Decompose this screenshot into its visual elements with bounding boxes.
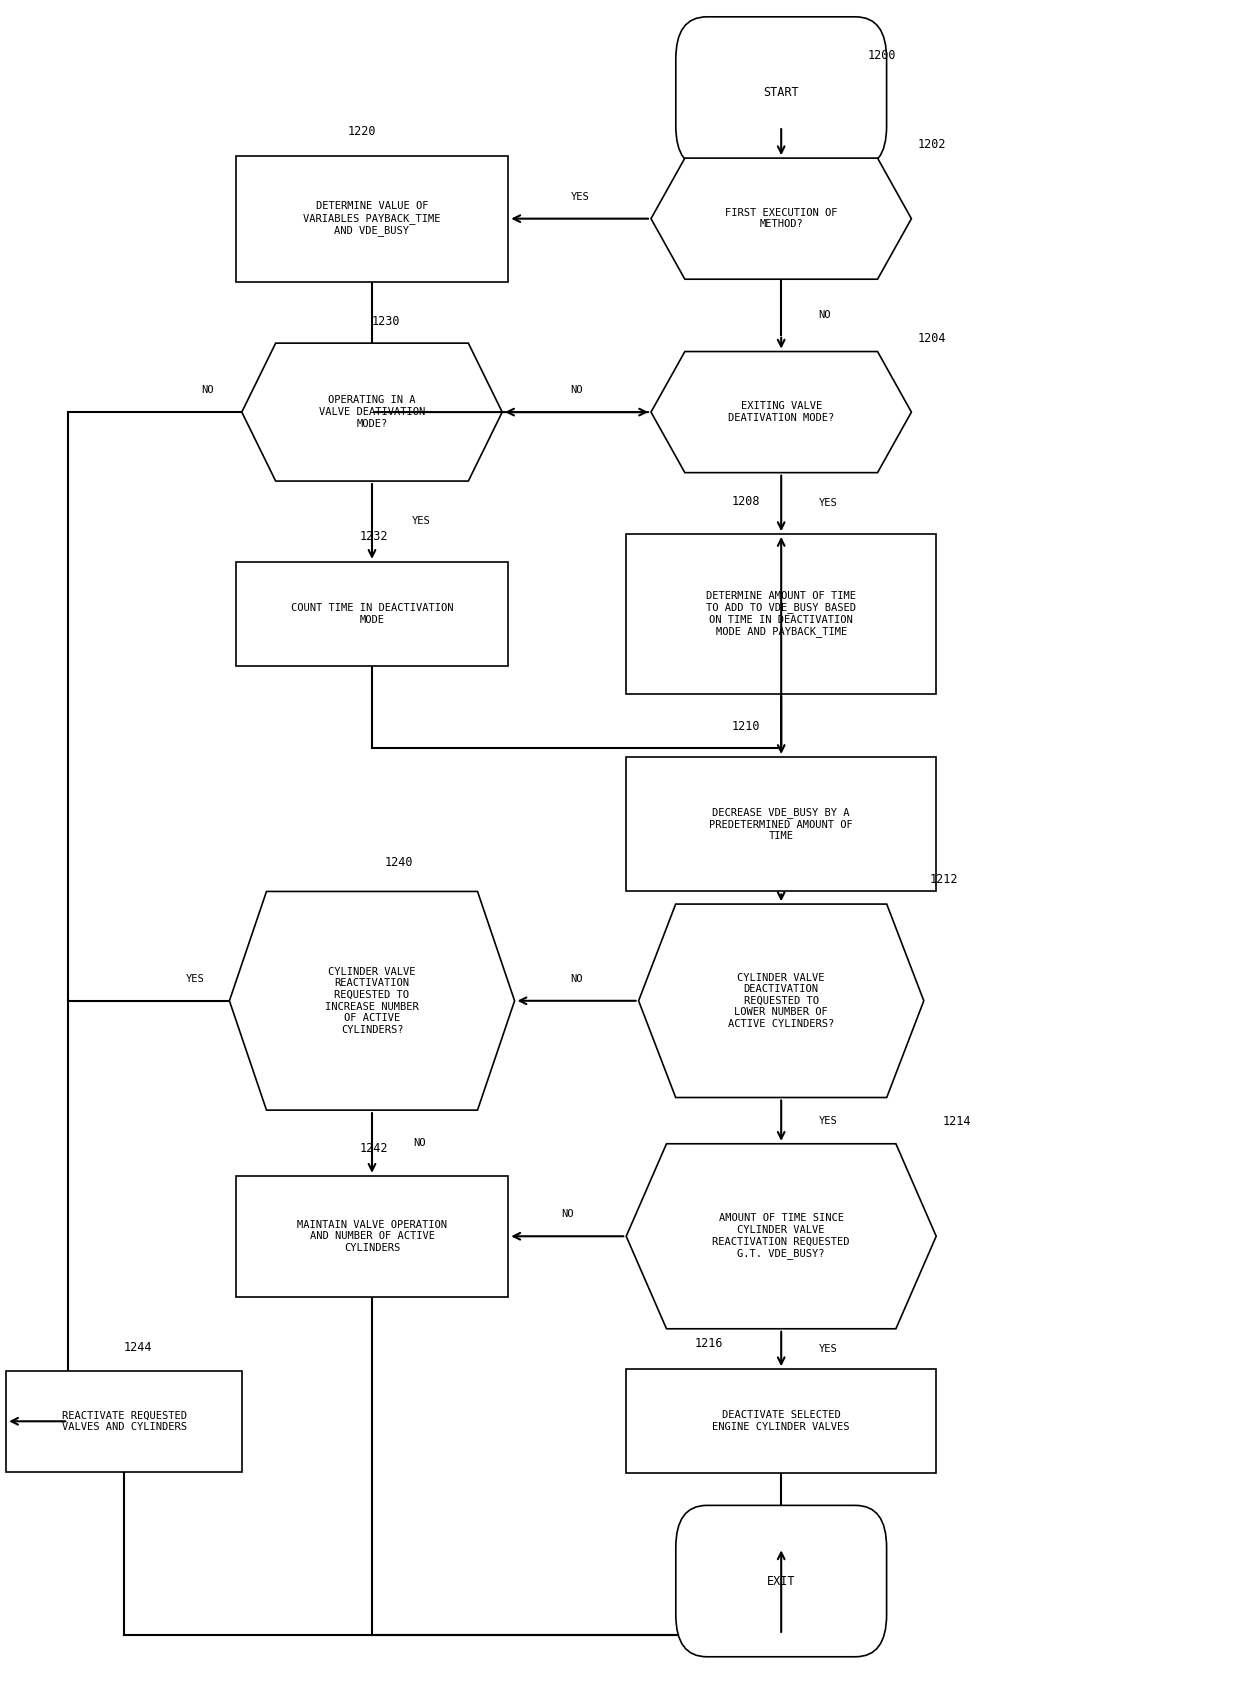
Text: YES: YES <box>818 1115 838 1125</box>
Text: START: START <box>764 86 799 99</box>
Text: 1200: 1200 <box>868 49 897 62</box>
Text: NO: NO <box>570 385 583 395</box>
Text: YES: YES <box>818 1344 838 1354</box>
Polygon shape <box>639 905 924 1098</box>
Text: 1202: 1202 <box>918 138 946 151</box>
FancyBboxPatch shape <box>676 1505 887 1657</box>
Text: COUNT TIME IN DEACTIVATION
MODE: COUNT TIME IN DEACTIVATION MODE <box>290 604 454 624</box>
Text: NO: NO <box>818 311 831 320</box>
FancyBboxPatch shape <box>236 156 508 281</box>
Polygon shape <box>651 158 911 279</box>
FancyBboxPatch shape <box>6 1371 242 1472</box>
FancyBboxPatch shape <box>676 17 887 168</box>
Text: 1208: 1208 <box>732 495 760 508</box>
Text: AMOUNT OF TIME SINCE
CYLINDER VALVE
REACTIVATION REQUESTED
G.T. VDE_BUSY?: AMOUNT OF TIME SINCE CYLINDER VALVE REAC… <box>713 1213 849 1260</box>
Text: 1214: 1214 <box>942 1115 971 1129</box>
Text: 1244: 1244 <box>124 1341 153 1354</box>
Text: NO: NO <box>570 974 583 984</box>
Text: EXITING VALVE
DEATIVATION MODE?: EXITING VALVE DEATIVATION MODE? <box>728 402 835 422</box>
Text: DEACTIVATE SELECTED
ENGINE CYLINDER VALVES: DEACTIVATE SELECTED ENGINE CYLINDER VALV… <box>713 1411 849 1431</box>
Text: FIRST EXECUTION OF
METHOD?: FIRST EXECUTION OF METHOD? <box>725 209 837 229</box>
Text: EXIT: EXIT <box>768 1574 795 1588</box>
Text: DETERMINE VALUE OF
VARIABLES PAYBACK_TIME
AND VDE_BUSY: DETERMINE VALUE OF VARIABLES PAYBACK_TIM… <box>304 202 440 235</box>
Text: NO: NO <box>413 1139 425 1147</box>
Text: 1242: 1242 <box>360 1142 388 1156</box>
Text: MAINTAIN VALVE OPERATION
AND NUMBER OF ACTIVE
CYLINDERS: MAINTAIN VALVE OPERATION AND NUMBER OF A… <box>298 1219 446 1253</box>
FancyBboxPatch shape <box>236 1176 508 1297</box>
Polygon shape <box>651 352 911 473</box>
Text: 1240: 1240 <box>384 856 413 870</box>
Text: YES: YES <box>185 974 205 984</box>
Text: YES: YES <box>570 192 589 202</box>
Text: 1212: 1212 <box>930 873 959 886</box>
Text: DETERMINE AMOUNT OF TIME
TO ADD TO VDE_BUSY BASED
ON TIME IN DEACTIVATION
MODE A: DETERMINE AMOUNT OF TIME TO ADD TO VDE_B… <box>707 590 856 637</box>
FancyBboxPatch shape <box>236 562 508 666</box>
Text: 1230: 1230 <box>372 315 401 328</box>
Text: 1210: 1210 <box>732 720 760 733</box>
Text: REACTIVATE REQUESTED
VALVES AND CYLINDERS: REACTIVATE REQUESTED VALVES AND CYLINDER… <box>62 1411 186 1431</box>
Polygon shape <box>242 343 502 481</box>
Text: OPERATING IN A
VALVE DEATIVATION
MODE?: OPERATING IN A VALVE DEATIVATION MODE? <box>319 395 425 429</box>
Text: 1204: 1204 <box>918 331 946 345</box>
FancyBboxPatch shape <box>626 1369 936 1473</box>
Text: DECREASE VDE_BUSY BY A
PREDETERMINED AMOUNT OF
TIME: DECREASE VDE_BUSY BY A PREDETERMINED AMO… <box>709 807 853 841</box>
Text: YES: YES <box>818 498 838 508</box>
Polygon shape <box>626 1144 936 1329</box>
Text: CYLINDER VALVE
REACTIVATION
REQUESTED TO
INCREASE NUMBER
OF ACTIVE
CYLINDERS?: CYLINDER VALVE REACTIVATION REQUESTED TO… <box>325 967 419 1034</box>
Text: CYLINDER VALVE
DEACTIVATION
REQUESTED TO
LOWER NUMBER OF
ACTIVE CYLINDERS?: CYLINDER VALVE DEACTIVATION REQUESTED TO… <box>728 972 835 1029</box>
Text: 1232: 1232 <box>360 530 388 543</box>
FancyBboxPatch shape <box>626 535 936 693</box>
Text: NO: NO <box>560 1209 574 1219</box>
Text: 1216: 1216 <box>694 1337 723 1351</box>
Polygon shape <box>229 891 515 1110</box>
Text: NO: NO <box>201 385 213 395</box>
Text: 1220: 1220 <box>347 124 376 138</box>
Text: YES: YES <box>412 516 432 526</box>
FancyBboxPatch shape <box>626 757 936 891</box>
